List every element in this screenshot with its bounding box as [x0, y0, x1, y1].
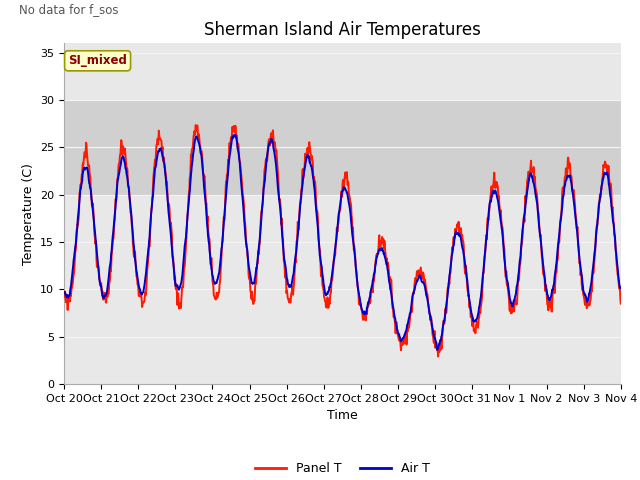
Panel T	[435, 354, 442, 360]
Air T	[433, 347, 441, 353]
Air T	[246, 273, 254, 279]
Air T	[60, 289, 68, 295]
Y-axis label: Temperature (C): Temperature (C)	[22, 163, 35, 264]
Air T	[429, 330, 437, 336]
Air T	[552, 269, 559, 275]
Air T	[170, 271, 178, 276]
Panel T	[429, 333, 437, 339]
X-axis label: Time: Time	[327, 409, 358, 422]
Text: No data for f_sos: No data for f_sos	[19, 3, 119, 16]
Panel T	[246, 288, 254, 294]
Air T	[502, 272, 510, 278]
Line: Panel T: Panel T	[64, 125, 621, 357]
Panel T	[60, 294, 68, 300]
Legend: Panel T, Air T: Panel T, Air T	[250, 457, 435, 480]
Panel T	[502, 268, 510, 274]
Air T	[184, 208, 191, 214]
Air T	[231, 132, 239, 138]
Air T	[617, 285, 625, 291]
Panel T	[170, 271, 178, 277]
Text: SI_mixed: SI_mixed	[68, 54, 127, 67]
Panel T	[192, 122, 200, 128]
Bar	[64, 100, 621, 195]
Title: Sherman Island Air Temperatures: Sherman Island Air Temperatures	[204, 21, 481, 39]
Panel T	[552, 276, 559, 282]
Panel T	[617, 300, 625, 306]
Line: Air T: Air T	[64, 135, 621, 350]
Panel T	[184, 211, 191, 216]
